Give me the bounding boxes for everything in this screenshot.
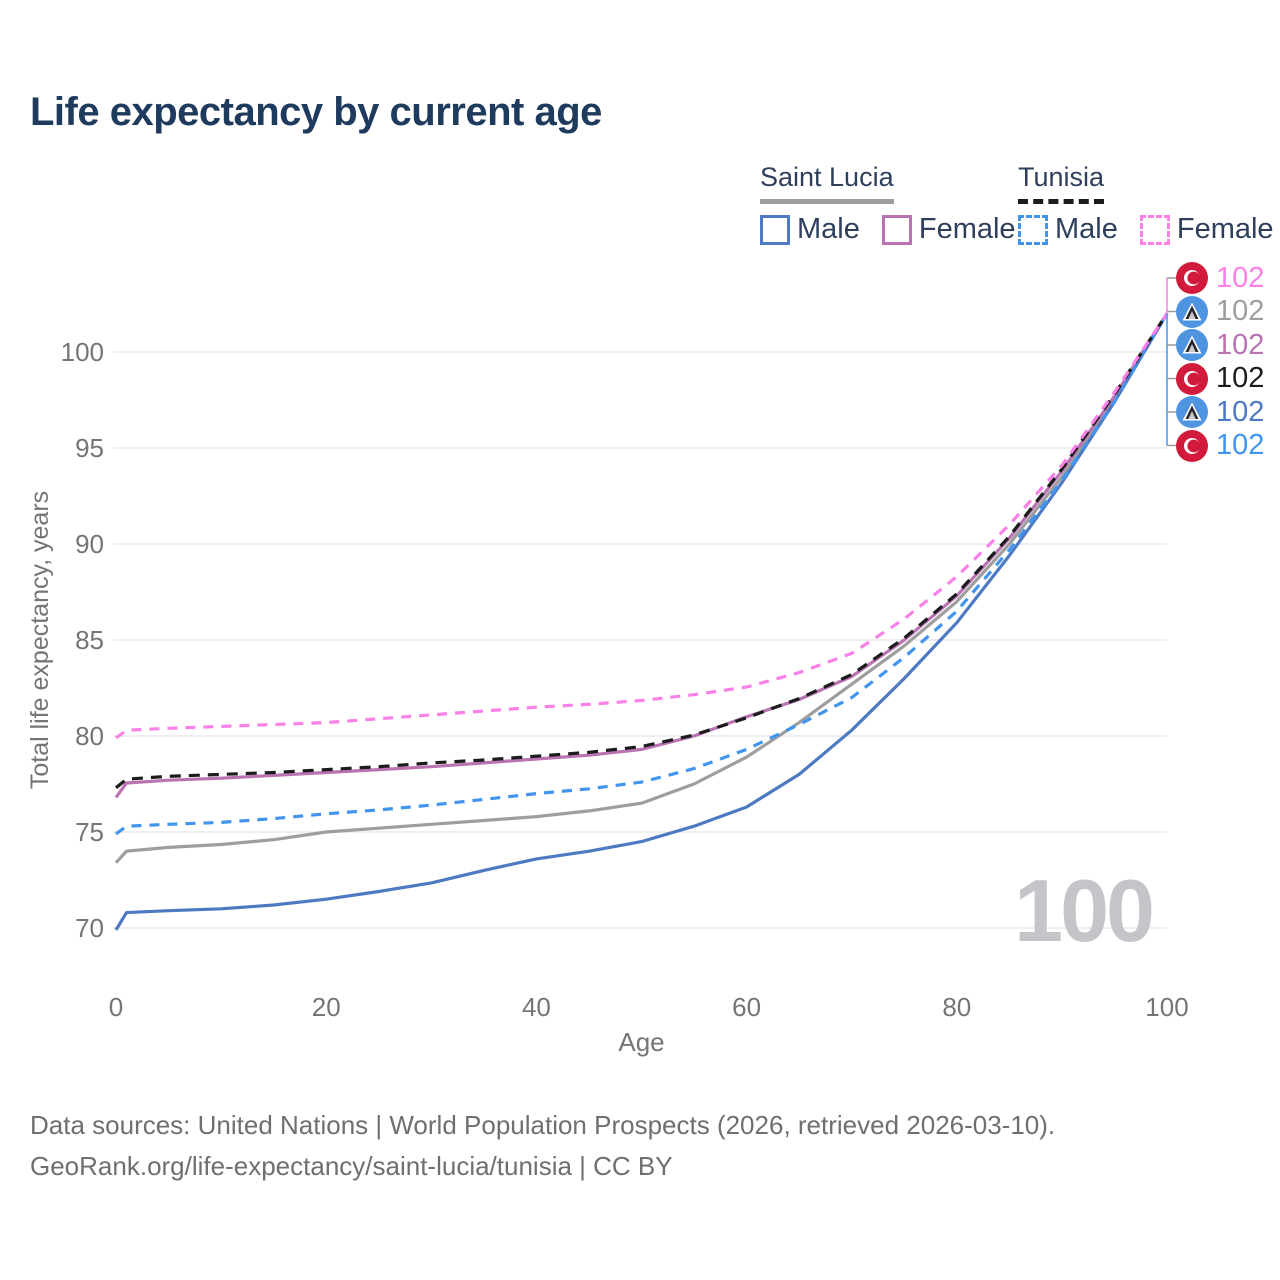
series-line-tunisia-total [114,312,1169,790]
end-label-value: 102 [1216,261,1265,294]
y-axis-title: Total life expectancy, years [26,491,54,789]
legend-label-male: Male [797,213,860,245]
y-tick-label-85: 85 [75,625,104,655]
watermark-age-counter: 100 [1014,861,1152,960]
x-tick-label-80: 80 [942,992,971,1022]
end-label-tunisia-male: 102 [1176,429,1264,463]
x-tick-label-20: 20 [312,992,341,1022]
footer: Data sources: United Nations | World Pop… [30,1105,1055,1187]
end-label-value: 102 [1216,429,1265,461]
y-tick-label-95: 95 [75,433,104,463]
end-label-value: 102 [1216,328,1265,361]
tunisia-flag-icon [1176,362,1208,395]
y-tick-label-90: 90 [75,529,104,559]
legend-group-tunisia: Tunisia Male Female [1018,162,1280,246]
x-tick-label-0: 0 [109,992,123,1022]
y-tick-label-75: 75 [75,817,104,847]
y-tick-label-80: 80 [75,721,104,751]
legend-swatch-saint-lucia-female [881,214,912,245]
legend-item-saint-lucia-female: Female [881,213,1016,246]
x-tick-label-100: 100 [1145,992,1188,1022]
legend-label-male: Male [1055,213,1118,245]
end-label-value: 102 [1216,362,1265,394]
end-label-saint-lucia-total: 102 [1176,295,1264,329]
series-line-saint-lucia-total [114,312,1169,864]
end-label-saint-lucia-male: 102 [1176,395,1264,429]
end-label-value: 102 [1216,395,1265,428]
series-line-tunisia-female [115,312,1169,740]
legend-swatch-tunisia-male [1018,214,1048,245]
legend-label-female: Female [918,213,1016,245]
y-tick-label-70: 70 [75,913,104,943]
legend-country-saint-lucia: Saint Lucia [760,162,894,204]
tunisia-flag-icon [1176,429,1208,462]
legend-country-tunisia: Tunisia [1018,162,1105,204]
chart-canvas: 70 75 80 85 90 95 100 100 0 20 40 60 80 100 Age Total l… [26,277,1189,1057]
legend-group-saint-lucia: Saint Lucia Male Female [760,162,1038,246]
end-label-tunisia-female: 102 [1176,261,1264,295]
end-label-saint-lucia-female: 102 [1176,328,1264,362]
legend-item-saint-lucia-male: Male [760,213,860,246]
end-label-value: 102 [1216,295,1265,327]
legend-item-tunisia-male: Male [1018,213,1118,246]
series-line-tunisia-male [115,312,1169,836]
footer-data-sources: Data sources: United Nations | World Pop… [30,1110,1056,1140]
x-tick-label-60: 60 [732,992,761,1022]
legend-item-tunisia-female: Female [1139,213,1274,246]
legend-swatch-tunisia-female [1139,214,1170,245]
end-label-tunisia-total: 102 [1176,362,1264,396]
series-line-saint-lucia-male [114,312,1169,931]
x-axis-title: Age [618,1027,664,1057]
footer-attribution: GeoRank.org/life-expectancy/saint-lucia/… [30,1151,673,1181]
page-title: Life expectancy by current age [30,90,602,134]
legend-swatch-saint-lucia-male [760,214,790,245]
saint-lucia-flag-icon [1176,295,1208,328]
saint-lucia-flag-icon [1176,329,1208,361]
x-tick-label-40: 40 [522,992,551,1022]
tunisia-flag-icon [1176,262,1208,294]
saint-lucia-flag-icon [1176,396,1208,428]
legend-label-female: Female [1176,213,1274,245]
y-tick-label-100: 100 [61,337,104,367]
